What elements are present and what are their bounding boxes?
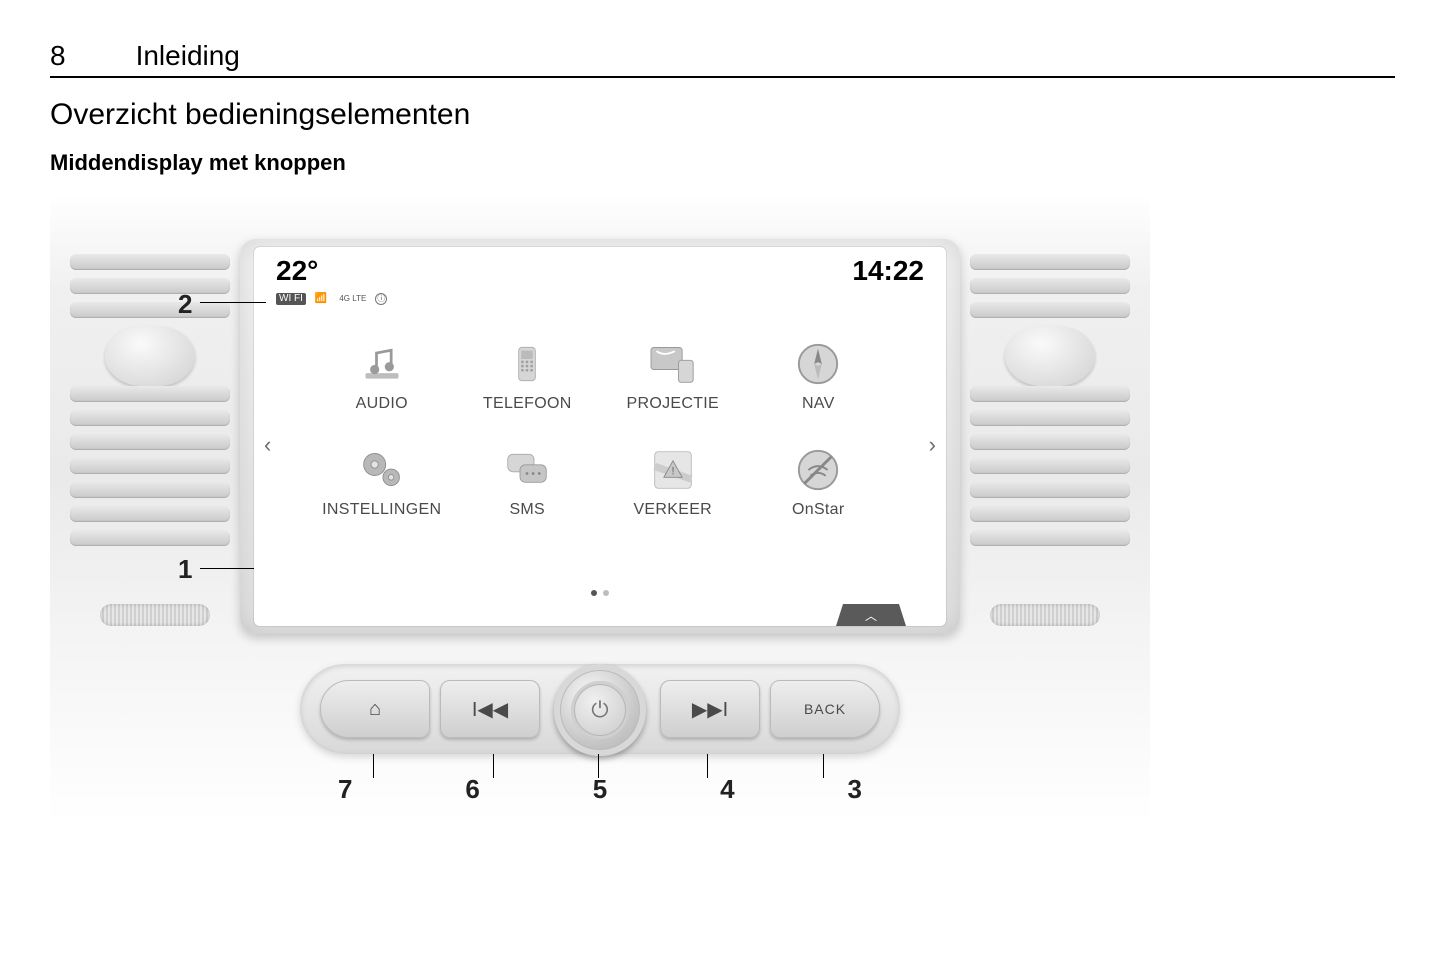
- app-instellingen[interactable]: INSTELLINGEN: [322, 445, 441, 519]
- chapter-title: Inleiding: [136, 40, 240, 72]
- app-label: OnStar: [790, 501, 846, 519]
- signal-indicator: 📶: [312, 293, 330, 305]
- phone-icon: [499, 339, 555, 389]
- app-label: NAV: [790, 395, 846, 413]
- chevron-up-icon: ︿: [865, 607, 877, 624]
- infotainment-screen[interactable]: 22° 14:22 WI FI 📶 4G LTE ⓘ ‹ › AUDIO: [254, 247, 946, 626]
- app-grid: AUDIO TELEFOON PROJECTIE: [314, 339, 886, 519]
- vent-knob-left: [105, 326, 195, 386]
- app-sms[interactable]: SMS: [499, 445, 555, 519]
- page-prev-icon[interactable]: ‹: [264, 432, 271, 458]
- vent-knob-right: [1005, 326, 1095, 386]
- next-track-button[interactable]: ▶▶I: [660, 680, 760, 738]
- compass-icon: [790, 339, 846, 389]
- music-icon: [354, 339, 410, 389]
- air-vent-right: [970, 254, 1130, 594]
- app-verkeer[interactable]: ! VERKEER: [633, 445, 712, 519]
- section-title: Overzicht bedieningselementen: [50, 98, 1395, 132]
- status-bar: 22° 14:22: [254, 247, 946, 289]
- back-button[interactable]: BACK: [770, 680, 880, 738]
- svg-text:!: !: [671, 466, 674, 478]
- callout-7: 7: [338, 774, 352, 805]
- app-projectie[interactable]: PROJECTIE: [627, 339, 720, 413]
- page-number: 8: [50, 40, 66, 72]
- rotary-power-knob[interactable]: ⏻: [554, 664, 646, 756]
- back-label: BACK: [804, 701, 846, 717]
- callout-2: 2: [178, 289, 192, 320]
- app-label: INSTELLINGEN: [322, 501, 441, 519]
- gears-icon: [354, 445, 410, 495]
- wifi-indicator: WI FI: [276, 293, 306, 305]
- subsection-title: Middendisplay met knoppen: [50, 150, 1395, 176]
- app-onstar[interactable]: OnStar: [790, 445, 846, 519]
- power-icon: ⏻: [571, 681, 629, 739]
- bottom-callouts: 7 6 5 4 3: [300, 774, 900, 805]
- next-icon: ▶▶I: [692, 697, 728, 722]
- page-header: 8 Inleiding: [50, 40, 1395, 78]
- home-icon: ⌂: [369, 698, 381, 721]
- app-audio[interactable]: AUDIO: [354, 339, 410, 413]
- page-next-icon[interactable]: ›: [929, 432, 936, 458]
- sms-icon: [499, 445, 555, 495]
- page-indicator: [591, 590, 609, 596]
- app-label: TELEFOON: [483, 395, 572, 413]
- air-vent-left: [70, 254, 230, 594]
- leader-2: [200, 302, 266, 303]
- dashboard-diagram: 22° 14:22 WI FI 📶 4G LTE ⓘ ‹ › AUDIO: [50, 194, 1150, 824]
- home-button[interactable]: ⌂: [320, 680, 430, 738]
- pager-dot-active: [591, 590, 597, 596]
- app-nav[interactable]: NAV: [790, 339, 846, 413]
- ambient-light-left: [100, 604, 210, 626]
- pager-dot: [603, 590, 609, 596]
- callout-3: 3: [848, 774, 862, 805]
- callout-5: 5: [593, 774, 607, 805]
- callout-1: 1: [178, 554, 192, 585]
- infotainment-frame: 22° 14:22 WI FI 📶 4G LTE ⓘ ‹ › AUDIO: [240, 239, 960, 634]
- temperature: 22°: [276, 255, 318, 287]
- traffic-icon: !: [645, 445, 701, 495]
- status-indicators: WI FI 📶 4G LTE ⓘ: [276, 293, 387, 305]
- clock: 14:22: [852, 255, 924, 287]
- leader-1: [200, 568, 254, 569]
- callout-4: 4: [720, 774, 734, 805]
- app-label: PROJECTIE: [627, 395, 720, 413]
- onstar-icon: [790, 445, 846, 495]
- info-indicator: ⓘ: [375, 293, 387, 305]
- ambient-light-right: [990, 604, 1100, 626]
- hard-button-row: ⌂ I◀◀ ⏻ ▶▶I BACK: [300, 664, 900, 754]
- app-label: SMS: [499, 501, 555, 519]
- app-label: VERKEER: [633, 501, 712, 519]
- app-telefoon[interactable]: TELEFOON: [483, 339, 572, 413]
- prev-track-button[interactable]: I◀◀: [440, 680, 540, 738]
- lte-indicator: 4G LTE: [336, 294, 369, 304]
- expand-up-tab[interactable]: ︿: [836, 604, 906, 626]
- app-label: AUDIO: [354, 395, 410, 413]
- callout-6: 6: [465, 774, 479, 805]
- prev-icon: I◀◀: [472, 697, 508, 722]
- projection-icon: [645, 339, 701, 389]
